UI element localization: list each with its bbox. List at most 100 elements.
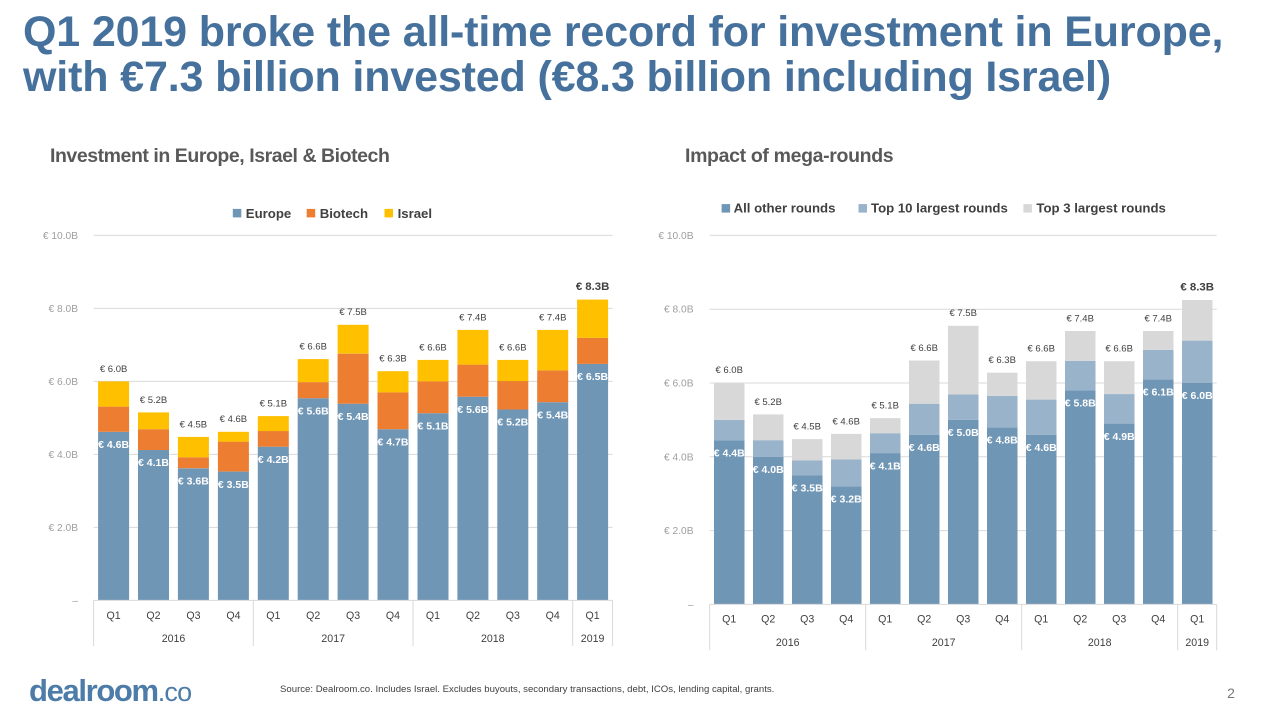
svg-text:€ 6.6B: € 6.6B <box>419 342 446 353</box>
svg-text:€ 7.4B: € 7.4B <box>459 312 486 323</box>
svg-text:Q2: Q2 <box>917 614 931 626</box>
svg-text:€ 4.0B: € 4.0B <box>49 450 79 461</box>
svg-text:€ 3.2B: € 3.2B <box>831 494 862 506</box>
svg-text:€ 4.0B: € 4.0B <box>664 452 694 463</box>
svg-text:Israel: Israel <box>398 206 432 221</box>
svg-text:€ 5.2B: € 5.2B <box>497 417 528 429</box>
svg-text:€ 3.5B: € 3.5B <box>792 482 823 494</box>
svg-text:Q1: Q1 <box>1034 614 1048 626</box>
svg-text:€ 4.5B: € 4.5B <box>793 422 820 433</box>
svg-text:€ 10.0B: € 10.0B <box>658 231 693 242</box>
svg-text:Q3: Q3 <box>346 610 360 622</box>
svg-text:€ 6.6B: € 6.6B <box>499 342 526 353</box>
svg-text:€ 8.0B: € 8.0B <box>664 305 694 316</box>
svg-text:2016: 2016 <box>776 637 800 649</box>
svg-text:2018: 2018 <box>481 633 505 645</box>
svg-text:€ 4.4B: € 4.4B <box>714 447 745 459</box>
svg-text:Q1: Q1 <box>107 610 121 622</box>
svg-text:All other rounds: All other rounds <box>734 200 836 215</box>
svg-text:€ 2.0B: € 2.0B <box>49 523 79 534</box>
svg-text:€ 7.5B: € 7.5B <box>949 308 976 319</box>
svg-text:Q4: Q4 <box>546 610 560 622</box>
svg-text:€ 8.3B: € 8.3B <box>1180 281 1214 293</box>
svg-text:€ 6.6B: € 6.6B <box>299 342 326 353</box>
svg-text:–: – <box>72 596 78 607</box>
svg-text:Q4: Q4 <box>1151 614 1165 626</box>
svg-text:Q4: Q4 <box>386 610 400 622</box>
svg-text:Q1: Q1 <box>266 610 280 622</box>
svg-text:€ 6.3B: € 6.3B <box>988 355 1015 366</box>
svg-text:Q4: Q4 <box>226 610 240 622</box>
svg-text:2019: 2019 <box>1185 637 1209 649</box>
svg-text:–: – <box>688 600 694 611</box>
svg-text:Q1: Q1 <box>426 610 440 622</box>
svg-text:€ 5.4B: € 5.4B <box>537 409 568 421</box>
svg-text:€ 5.8B: € 5.8B <box>1065 398 1096 410</box>
svg-text:€ 3.5B: € 3.5B <box>218 479 249 491</box>
svg-text:€ 7.4B: € 7.4B <box>1066 313 1093 324</box>
svg-text:Q2: Q2 <box>466 610 480 622</box>
svg-text:€ 6.0B: € 6.0B <box>1182 390 1213 402</box>
svg-text:Q2: Q2 <box>146 610 160 622</box>
svg-text:€ 4.1B: € 4.1B <box>138 457 169 469</box>
svg-text:€ 5.2B: € 5.2B <box>754 397 781 408</box>
svg-text:2017: 2017 <box>321 633 345 645</box>
svg-text:Q2: Q2 <box>306 610 320 622</box>
svg-text:Top 10 largest rounds: Top 10 largest rounds <box>871 200 1008 215</box>
svg-text:€ 3.6B: € 3.6B <box>178 476 209 488</box>
svg-text:€ 6.6B: € 6.6B <box>910 343 937 354</box>
svg-text:€ 4.1B: € 4.1B <box>870 460 901 472</box>
svg-text:2016: 2016 <box>162 633 186 645</box>
svg-text:€ 4.6B: € 4.6B <box>220 414 247 425</box>
svg-text:Q4: Q4 <box>995 614 1009 626</box>
svg-text:Q4: Q4 <box>839 614 853 626</box>
svg-text:€ 6.0B: € 6.0B <box>49 377 79 388</box>
svg-text:2018: 2018 <box>1088 637 1112 649</box>
svg-text:€ 4.0B: € 4.0B <box>753 464 784 476</box>
svg-text:€ 5.1B: € 5.1B <box>418 420 449 432</box>
svg-text:Q1: Q1 <box>1190 614 1204 626</box>
svg-text:€ 5.1B: € 5.1B <box>260 399 287 410</box>
svg-text:2017: 2017 <box>932 637 956 649</box>
svg-text:€ 4.2B: € 4.2B <box>258 454 289 466</box>
svg-text:€ 7.4B: € 7.4B <box>1144 313 1171 324</box>
svg-text:€ 5.0B: € 5.0B <box>948 427 979 439</box>
svg-text:€ 4.6B: € 4.6B <box>98 439 129 451</box>
svg-text:€ 10.0B: € 10.0B <box>43 231 78 242</box>
svg-text:Q1: Q1 <box>586 610 600 622</box>
svg-text:Q1: Q1 <box>722 614 736 626</box>
svg-text:€ 4.8B: € 4.8B <box>987 435 1018 447</box>
svg-text:€ 4.6B: € 4.6B <box>909 442 940 454</box>
svg-text:€ 5.2B: € 5.2B <box>140 395 167 406</box>
svg-text:€ 8.3B: € 8.3B <box>576 281 610 293</box>
svg-text:€ 4.6B: € 4.6B <box>1026 442 1057 454</box>
svg-text:Q3: Q3 <box>956 614 970 626</box>
svg-text:2019: 2019 <box>581 633 605 645</box>
svg-text:€ 6.3B: € 6.3B <box>379 354 406 365</box>
svg-text:Q3: Q3 <box>506 610 520 622</box>
svg-text:€ 6.6B: € 6.6B <box>1105 344 1132 355</box>
svg-text:€ 8.0B: € 8.0B <box>49 304 79 315</box>
svg-text:€ 6.0B: € 6.0B <box>715 365 742 376</box>
svg-text:€ 6.0B: € 6.0B <box>100 364 127 375</box>
svg-text:€ 7.4B: € 7.4B <box>539 312 566 323</box>
svg-text:Q3: Q3 <box>800 614 814 626</box>
svg-text:€ 4.5B: € 4.5B <box>180 419 207 430</box>
svg-text:€ 4.7B: € 4.7B <box>378 436 409 448</box>
svg-text:Q1: Q1 <box>878 614 892 626</box>
svg-text:€ 5.4B: € 5.4B <box>338 411 369 423</box>
svg-text:€ 6.1B: € 6.1B <box>1143 387 1174 399</box>
svg-text:Q2: Q2 <box>761 614 775 626</box>
svg-text:Q2: Q2 <box>1073 614 1087 626</box>
svg-text:Top 3 largest rounds: Top 3 largest rounds <box>1036 200 1165 215</box>
svg-text:€ 5.6B: € 5.6B <box>298 405 329 417</box>
svg-text:€ 6.6B: € 6.6B <box>1027 344 1054 355</box>
svg-text:€ 6.0B: € 6.0B <box>664 379 694 390</box>
svg-text:€ 2.0B: € 2.0B <box>664 526 694 537</box>
svg-text:€ 6.5B: € 6.5B <box>577 371 608 383</box>
svg-text:€ 4.6B: € 4.6B <box>832 416 859 427</box>
svg-text:€ 4.9B: € 4.9B <box>1104 431 1135 443</box>
svg-text:Biotech: Biotech <box>320 206 368 221</box>
svg-text:€ 5.6B: € 5.6B <box>457 404 488 416</box>
svg-text:€ 7.5B: € 7.5B <box>339 307 366 318</box>
